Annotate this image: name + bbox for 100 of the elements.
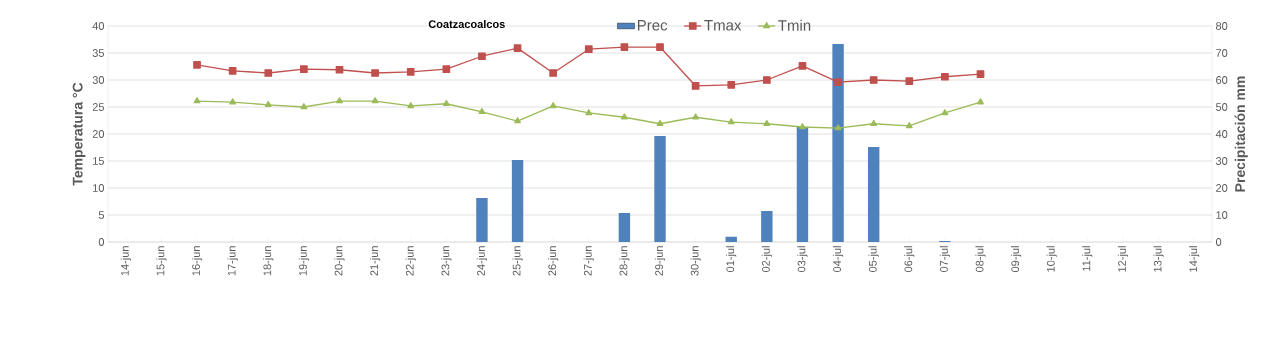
y2-tick-label: 70 (1216, 49, 1228, 57)
bar (654, 135, 666, 242)
point (762, 76, 771, 84)
point (905, 122, 913, 129)
x-tick-label: 12-jul (1117, 246, 1129, 272)
point (798, 62, 807, 70)
point (406, 68, 415, 76)
x-tick-label: 16-jun (191, 246, 203, 276)
x-tick-label: 23-jun (441, 246, 452, 276)
point (442, 65, 451, 74)
point (620, 43, 629, 51)
point (193, 97, 201, 104)
y2-tick-label: 40 (1215, 130, 1228, 138)
x-tick-label: 20-jun (334, 246, 345, 276)
x-tick-label: 21-jun (369, 246, 381, 276)
x-tick-label: 17-jun (227, 246, 238, 276)
point (442, 99, 450, 107)
legend-label: Prec (637, 20, 668, 31)
point (941, 72, 949, 81)
chart-title: Coatzacoalcos (428, 19, 505, 29)
point (549, 102, 557, 109)
point (799, 123, 806, 130)
x-tick-label: 28-jun (619, 246, 630, 276)
point (335, 65, 344, 74)
x-tick-label: 05-jul (868, 246, 879, 273)
x-tick-label: 29-jun (654, 246, 666, 276)
y2-tick-label: 30 (1215, 157, 1228, 165)
point (941, 109, 949, 116)
point (870, 119, 878, 126)
y-tick-label: 25 (92, 103, 104, 111)
y-tick-label: 40 (92, 22, 105, 30)
x-tick-label: 18-jun (263, 246, 274, 276)
y2-tick-label: 80 (1216, 22, 1228, 30)
legend-label: Tmax (704, 20, 742, 31)
x-tick-label: 27-jun (583, 246, 594, 276)
y-tick-label: 20 (92, 130, 105, 138)
point (620, 113, 628, 120)
x-tick-label: 30-jun (690, 246, 701, 276)
point (264, 69, 273, 77)
point (834, 78, 842, 87)
point (656, 43, 664, 51)
point (300, 65, 308, 74)
bar (511, 159, 524, 242)
point (763, 119, 771, 126)
bar (725, 236, 737, 242)
x-tick-label: 25-jun (512, 246, 523, 276)
x-tick-label: 19-jun (298, 246, 309, 276)
point (513, 44, 522, 52)
point (371, 69, 379, 77)
point (905, 77, 914, 85)
x-tick-label: 14-jul (1189, 246, 1200, 272)
y2-tick-label: 60 (1216, 76, 1228, 84)
point (976, 70, 985, 78)
x-tick-label: 02-jul (761, 246, 772, 273)
point (869, 76, 878, 84)
x-tick-label: 09-jul (1011, 246, 1022, 273)
point (478, 108, 486, 115)
point (228, 66, 237, 75)
point (691, 82, 700, 90)
x-tick-label: 10-jul (1046, 246, 1057, 272)
x-tick-label: 08-jul (975, 246, 986, 273)
y2-tick-label: 50 (1215, 103, 1228, 111)
point (656, 119, 664, 126)
point (478, 52, 486, 61)
point (727, 81, 736, 89)
x-tick-label: 26-jun (548, 246, 559, 276)
point (300, 103, 308, 110)
bar (761, 210, 773, 242)
point (514, 117, 521, 124)
bar (832, 44, 844, 242)
x-tick-label: 04-jul (832, 246, 844, 273)
y-tick-label: 15 (93, 157, 104, 165)
point (407, 102, 415, 109)
point (834, 124, 842, 131)
y-axis-title: Temperatura °C (72, 82, 86, 186)
bar (476, 197, 488, 242)
y2-tick-label: 10 (1216, 211, 1228, 219)
x-tick-label: 06-jul (904, 246, 915, 273)
y-tick-label: 30 (92, 76, 105, 84)
y-tick-label: 35 (92, 49, 104, 57)
x-tick-label: 24-jun (476, 246, 488, 276)
legend-label: Tmin (778, 19, 811, 31)
x-tick-label: 01-jul (726, 246, 737, 273)
x-tick-label: 07-jul (939, 246, 951, 273)
point (264, 100, 272, 108)
x-tick-label: 14-jun (120, 246, 131, 276)
point (549, 69, 558, 77)
x-tick-label: 13-jul (1153, 246, 1164, 272)
y-tick-label: 10 (93, 184, 105, 192)
x-tick-label: 15-jun (156, 246, 167, 276)
x-tick-label: 03-jul (797, 246, 808, 273)
point (336, 97, 343, 104)
point (727, 118, 735, 125)
y2-axis-title: Precipitación mm (1234, 76, 1248, 192)
point (371, 97, 379, 104)
point (229, 98, 237, 105)
bar (618, 213, 631, 242)
point (692, 113, 700, 120)
point (977, 98, 984, 105)
y-tick-label: 5 (98, 211, 104, 219)
